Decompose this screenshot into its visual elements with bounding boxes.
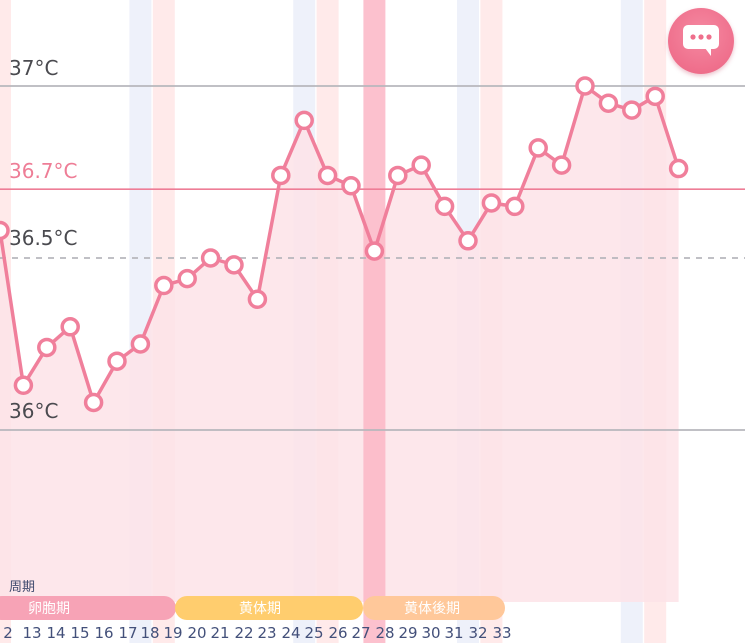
x-tick-label: 24 [281,624,300,642]
temperature-point [505,196,525,217]
temperature-point [83,392,104,413]
x-tick-label: 26 [328,624,347,642]
temperature-point [13,375,34,396]
x-tick-label: 15 [70,624,89,642]
x-tick-label: 33 [492,624,511,642]
temperature-point [0,220,10,241]
temperature-point [177,268,197,289]
temperature-point [551,155,572,175]
temperature-point [481,193,502,213]
temperature-point [411,155,431,175]
x-tick-label: 30 [421,624,440,642]
x-tick-label: 19 [163,624,182,642]
cycle-label: 周期 [9,580,35,595]
temperature-point [668,158,689,179]
phase-label: 卵胞期 [28,601,70,617]
x-tick-label: 21 [210,624,229,642]
x-tick-label: 23 [257,624,276,642]
temperature-point [130,334,151,354]
temperature-point [271,165,291,186]
temperature-point [388,165,408,186]
x-tick-label: 32 [468,624,487,642]
x-tick-label: 17 [118,624,137,642]
x-tick-label: 22 [234,624,253,642]
temperature-point [364,241,385,261]
temperature-point [200,248,221,268]
phase-bar [175,596,363,620]
temperature-point [458,231,478,251]
x-tick-label: 18 [140,624,159,642]
temperature-point [317,165,338,186]
y-axis-label: 37°C [9,56,58,80]
temperature-point [528,138,548,158]
temperature-point [107,351,127,371]
temperature-point [224,255,244,275]
chat-bubble-icon [683,25,719,56]
x-tick-label: 27 [351,624,370,642]
temperature-point [247,289,268,310]
temperature-point [60,317,80,337]
temperature-point [645,86,665,107]
x-tick-label: 13 [22,624,41,642]
phase-bar [0,596,176,620]
temperature-point [37,337,57,358]
phase-label: 黄体期 [239,600,281,617]
x-tick-label: 2 [3,624,13,642]
x-tick-label: 20 [187,624,206,642]
chat-button[interactable] [668,8,734,74]
x-tick-label: 25 [304,624,323,642]
y-axis-label: 36°C [9,399,58,423]
phase-bar [363,596,505,620]
temperature-point [598,93,619,113]
x-tick-label: 14 [46,624,65,642]
temperature-area [0,86,679,602]
y-axis-label: 36.5°C [9,226,78,250]
x-tick-label: 29 [398,624,417,642]
x-tick-label: 16 [94,624,113,642]
x-tick-label: 28 [375,624,394,642]
temperature-point [622,100,642,120]
temperature-point [575,76,595,96]
y-axis-label: 36.7°C [9,159,78,183]
temperature-point [341,176,361,196]
phase-label: 黄体後期 [404,600,460,617]
temperature-point [154,275,174,296]
temperature-point [294,110,314,131]
selected-day-band [363,0,386,643]
temperature-point [434,196,455,217]
x-tick-label: 31 [444,624,463,642]
